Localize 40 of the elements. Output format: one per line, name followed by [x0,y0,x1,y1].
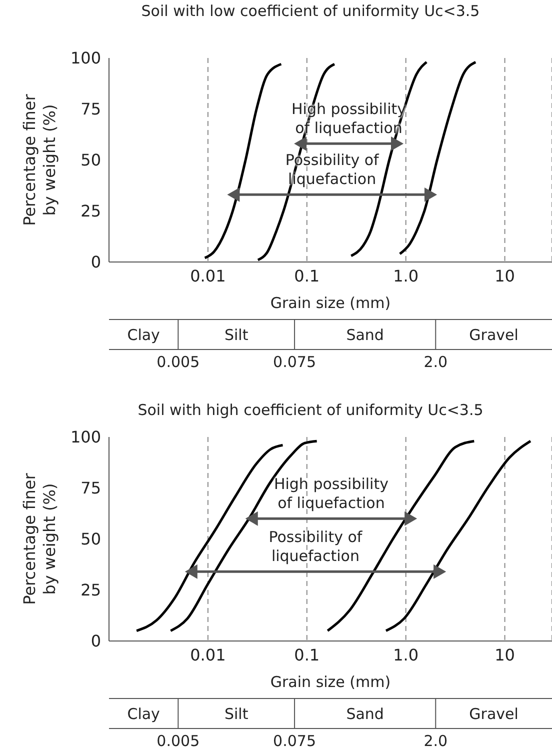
chart-title: Soil with low coefficient of uniformity Uc<3.5 [140,2,481,20]
y-axis-title: Percentage finer by weight (%) [20,472,60,607]
text: Gravel [469,326,518,344]
y-tick-label: 25 [80,202,101,221]
x-axis-title: Grain size (mm) [269,294,392,312]
y-tick-label: 25 [80,580,101,600]
y-tick-label: 75 [80,478,101,498]
text: Clay [127,326,160,344]
x-tick-label: 0.01 [190,645,226,664]
y-axis-title: Percentage finer by weight (%) [20,93,60,228]
text: Gravel [469,705,518,723]
x-tick-label: 0.1 [294,645,320,664]
text: 0.005 [156,353,201,371]
y-tick-label: 50 [80,530,101,549]
x-tick-label: 1.0 [393,645,419,664]
y-tick-label: 0 [90,632,101,651]
x-axis-title: Grain size (mm) [269,673,392,691]
text: Sand [346,326,384,344]
text: 0.075 [272,353,317,371]
y-tick-label: 0 [90,252,101,272]
y-tick-label: 100 [70,428,101,447]
annotation: High possibility of liquefaction [272,474,390,513]
x-tick-label: 0.1 [294,266,320,286]
y-tick-label: 50 [80,150,101,170]
text: Silt [224,326,248,344]
x-tick-label: 0.01 [190,266,226,286]
text: 0.075 [272,732,317,750]
text: Silt [224,705,248,723]
chart-title: Soil with high coefficient of uniformity Uc<3.5 [136,401,484,419]
x-tick-label: 10 [494,645,515,664]
y-tick-label: 75 [80,100,101,119]
y-tick-label: 100 [70,48,101,68]
text: Clay [127,705,160,723]
text: Sand [346,705,384,723]
x-tick-label: 10 [494,266,515,286]
x-tick-label: 1.0 [393,266,419,286]
text: 2.0 [422,353,449,371]
annotation: Possibility of liquefaction [268,528,364,566]
text: 0.005 [156,732,201,750]
text: 2.0 [422,732,449,750]
